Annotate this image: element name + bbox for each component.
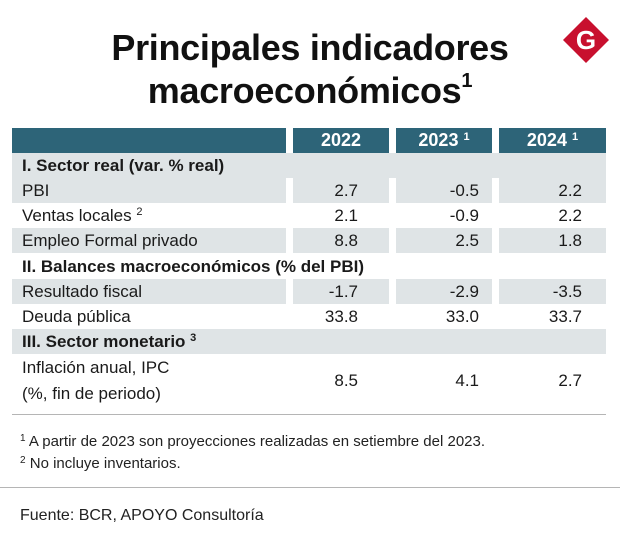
section-title: II. Balances macroeconómicos (% del PBI) — [22, 257, 365, 276]
value-2023: -0.9 — [449, 206, 479, 225]
value-2024: 2.7 — [558, 371, 582, 390]
row-label: PBI — [22, 181, 50, 200]
section-header-monetario: III. Sector monetario 3 — [12, 329, 606, 354]
table-row: Empleo Formal privado 8.8 2.5 1.8 — [12, 228, 606, 253]
value-2024: -3.5 — [552, 282, 582, 301]
row-label: Deuda pública — [22, 307, 131, 326]
value-2024: 2.2 — [558, 206, 582, 225]
header-2024-label: 2024 — [526, 130, 567, 150]
value-2022: 8.5 — [334, 371, 358, 390]
row-label: Ventas locales 2 — [22, 203, 143, 228]
row-footnote-ref: 2 — [136, 206, 143, 218]
value-2024: 33.7 — [548, 307, 582, 326]
gestion-logo-icon: G — [563, 17, 609, 63]
page-title: Principales indicadores macroeconómicos1 — [0, 26, 620, 112]
section-title: III. Sector monetario 3 — [22, 329, 196, 354]
footnote-2: 2 No incluye inventarios. — [20, 453, 181, 475]
title-line-1: Principales indicadores — [111, 27, 509, 68]
title-footnote-ref: 1 — [461, 70, 473, 92]
table-row: Inflación anual, IPC (%, fin de periodo)… — [12, 354, 606, 406]
header-2023: 2023 1 — [396, 128, 492, 153]
table-row: Resultado fiscal -1.7 -2.9 -3.5 — [12, 279, 606, 304]
value-2022: 2.7 — [334, 181, 358, 200]
value-2022: 33.8 — [324, 307, 358, 326]
title-line-2-text: macroeconómicos — [147, 70, 462, 111]
section-footnote-ref: 3 — [190, 332, 197, 344]
row-label: Resultado fiscal — [22, 282, 143, 301]
value-2024: 1.8 — [558, 231, 582, 250]
table-row: Ventas locales 2 2.1 -0.9 2.2 — [12, 203, 606, 228]
row-label-line-1: Inflación anual, IPC — [22, 358, 170, 377]
footnote-2-text: No incluye inventarios. — [29, 455, 181, 472]
table-header-blank — [12, 128, 286, 153]
row-label-line-2: (%, fin de periodo) — [22, 384, 161, 403]
value-2022: 2.1 — [334, 206, 358, 225]
header-2024-sup: 1 — [571, 131, 579, 143]
title-line-2: macroeconómicos1 — [0, 69, 620, 112]
section-title-text: III. Sector monetario — [22, 332, 186, 351]
section-header-real: I. Sector real (var. % real) — [12, 153, 606, 178]
value-2023: 4.1 — [455, 371, 479, 390]
value-2023: 2.5 — [455, 231, 479, 250]
footnote-1-mark: 1 — [20, 433, 26, 444]
value-2024: 2.2 — [558, 181, 582, 200]
value-2023: -0.5 — [449, 181, 479, 200]
section-title: I. Sector real (var. % real) — [22, 156, 225, 175]
row-label-text: Ventas locales — [22, 206, 132, 225]
value-2022: 8.8 — [334, 231, 358, 250]
value-2023: -2.9 — [449, 282, 479, 301]
table-row: PBI 2.7 -0.5 2.2 — [12, 178, 606, 203]
divider — [12, 414, 606, 415]
header-2022: 2022 — [293, 128, 389, 153]
footnote-1: 1 A partir de 2023 son proyecciones real… — [20, 431, 485, 453]
header-2023-label: 2023 — [418, 130, 459, 150]
source-credit: Fuente: BCR, APOYO Consultoría — [20, 507, 264, 524]
header-2022-label: 2022 — [320, 130, 362, 150]
header-2023-sup: 1 — [463, 131, 470, 143]
divider — [0, 487, 620, 488]
footnote-2-mark: 2 — [20, 455, 26, 466]
row-label: Empleo Formal privado — [22, 231, 198, 250]
section-header-balances: II. Balances macroeconómicos (% del PBI) — [12, 254, 606, 279]
value-2022: -1.7 — [328, 282, 358, 301]
table-row: Deuda pública 33.8 33.0 33.7 — [12, 304, 606, 329]
header-2024: 2024 1 — [499, 128, 606, 153]
footnote-1-text: A partir de 2023 son proyecciones realiz… — [28, 433, 486, 450]
logo-letter: G — [576, 25, 596, 55]
value-2023: 33.0 — [445, 307, 479, 326]
